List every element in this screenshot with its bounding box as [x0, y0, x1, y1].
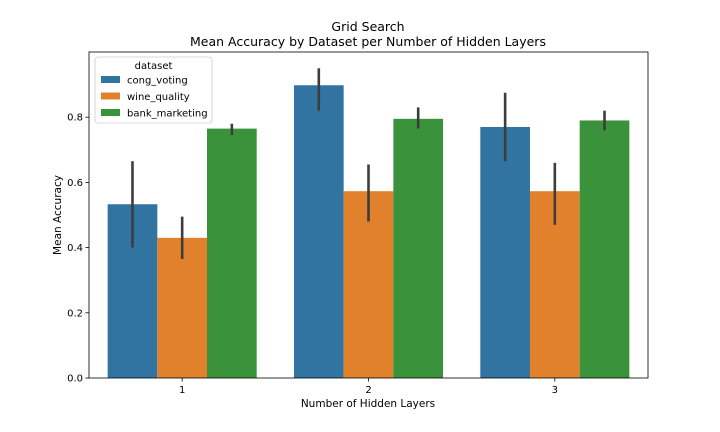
bar-bank_marketing-1	[207, 128, 257, 378]
x-axis-label: Number of Hidden Layers	[301, 398, 435, 410]
legend-swatch-bank_marketing	[101, 109, 120, 116]
bar-wine_quality-1	[157, 237, 208, 378]
bar-cong_voting-3	[480, 126, 530, 378]
chart-subtitle: Mean Accuracy by Dataset per Number of H…	[190, 34, 546, 49]
legend-label-wine_quality: wine_quality	[127, 92, 190, 103]
legend: dataset cong_voting wine_quality bank_marke…	[94, 56, 213, 124]
legend-swatch-cong_voting	[101, 76, 120, 83]
y-tick-label: 0.6	[67, 178, 83, 189]
y-tick-label: 0.4	[67, 243, 83, 254]
legend-label-bank_marketing: bank_marketing	[127, 109, 208, 120]
bar-cong_voting-2	[293, 85, 344, 378]
x-tick-label: 3	[552, 385, 558, 396]
x-tick-label: 2	[365, 385, 371, 396]
y-tick-label: 0.8	[67, 113, 83, 124]
chart-title: Grid Search	[331, 19, 404, 34]
legend-swatch-wine_quality	[101, 92, 120, 100]
legend-title: dataset	[135, 61, 173, 72]
bar-wine_quality-2	[343, 191, 394, 378]
legend-box	[94, 56, 213, 124]
x-tick-label: 1	[179, 385, 185, 396]
y-tick-label: 0.2	[67, 308, 83, 319]
legend-label-cong_voting: cong_voting	[127, 76, 188, 87]
y-axis-label: Mean Accuracy	[52, 175, 64, 255]
y-tick-label: 0.0	[67, 374, 83, 385]
bar-bank_marketing-3	[579, 120, 630, 379]
bar-bank_marketing-2	[393, 118, 444, 378]
plot-area: 0.0 0.2 0.4 0.6 0.8 1 2 3	[67, 51, 649, 396]
